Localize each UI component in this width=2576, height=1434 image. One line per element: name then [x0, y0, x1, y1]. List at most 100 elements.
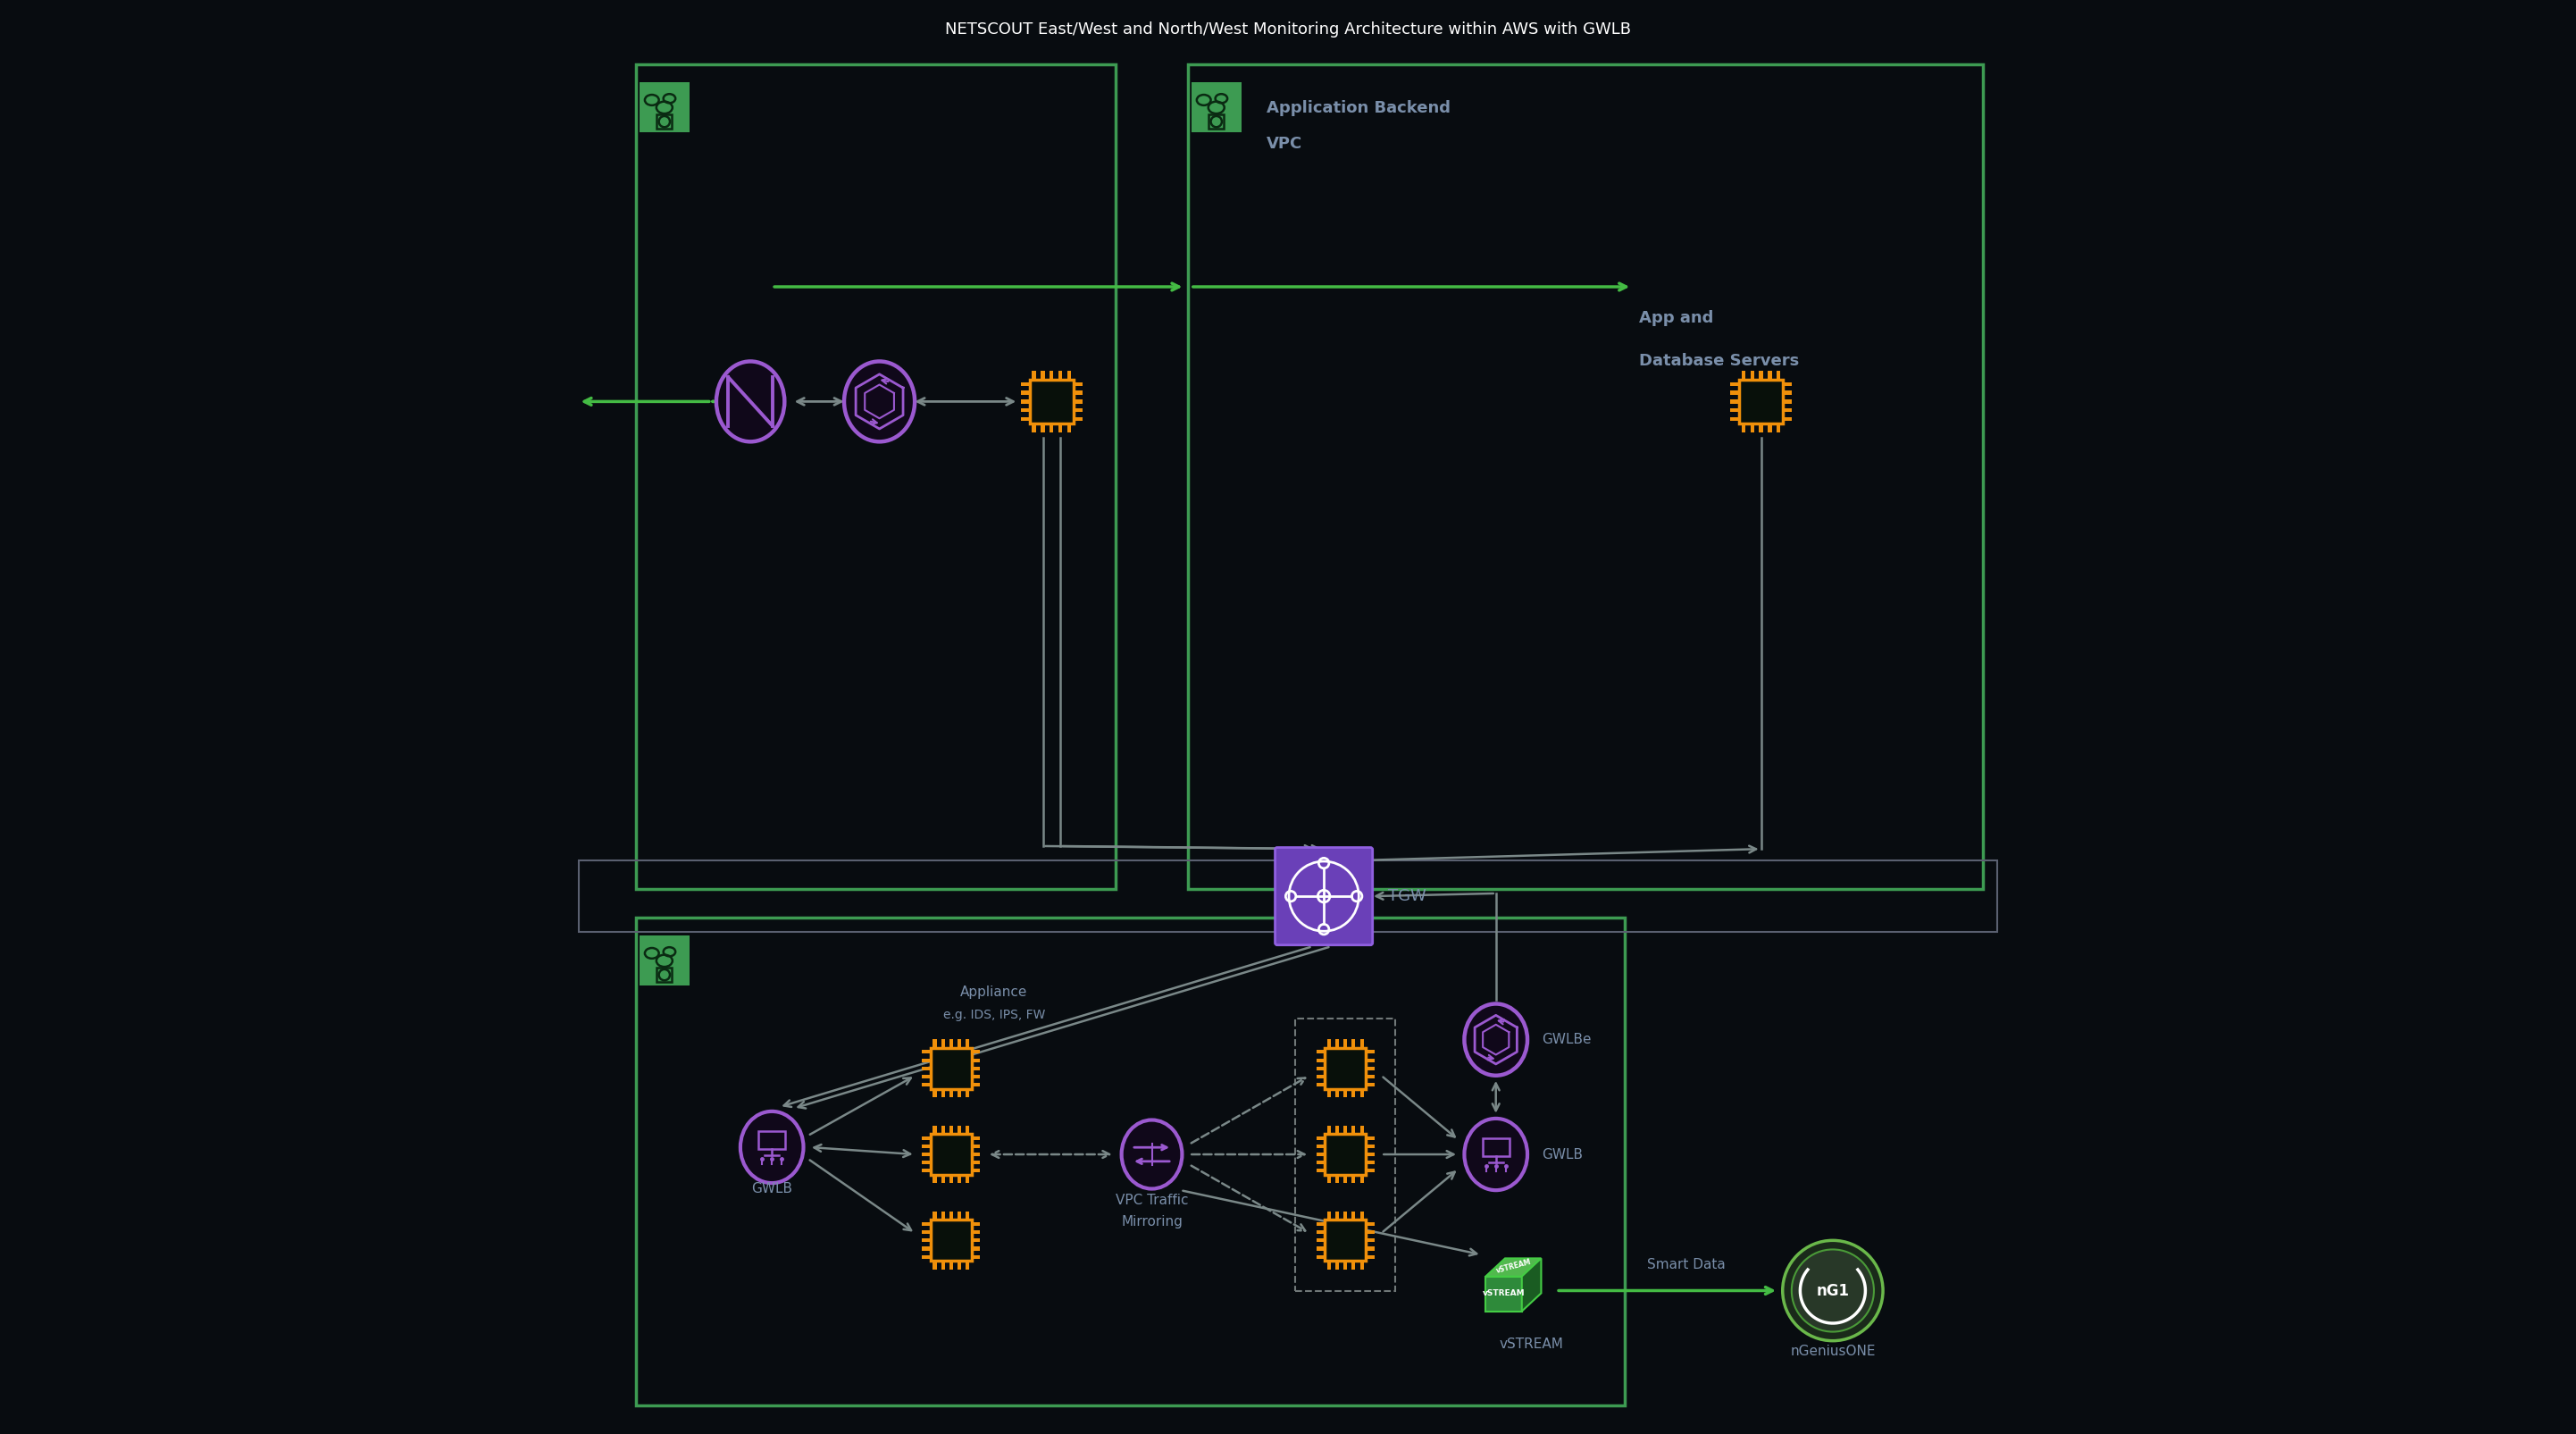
Bar: [1360, 1260, 1363, 1269]
Bar: [1731, 391, 1739, 394]
Bar: [971, 1058, 979, 1063]
Bar: [1316, 1230, 1324, 1235]
Bar: [1783, 400, 1793, 403]
Bar: [971, 1222, 979, 1226]
Bar: [1033, 423, 1036, 433]
Bar: [1059, 423, 1061, 433]
Bar: [958, 1126, 961, 1134]
Bar: [922, 1255, 930, 1259]
Text: Application Backend: Application Backend: [1267, 100, 1450, 116]
Text: NETSCOUT East/West and North/West Monitoring Architecture within AWS with GWLB: NETSCOUT East/West and North/West Monito…: [945, 22, 1631, 37]
Bar: [1731, 400, 1739, 403]
Bar: [1739, 380, 1783, 423]
Bar: [966, 1260, 969, 1269]
Bar: [971, 1239, 979, 1242]
Bar: [1749, 423, 1754, 433]
Bar: [940, 1212, 945, 1220]
Text: Mirroring: Mirroring: [1121, 1216, 1182, 1229]
Bar: [922, 1144, 930, 1149]
Bar: [922, 1136, 930, 1140]
Bar: [1020, 391, 1030, 394]
Bar: [1020, 409, 1030, 412]
Bar: [966, 1212, 969, 1220]
Text: GWLB: GWLB: [752, 1183, 793, 1196]
Bar: [966, 1126, 969, 1134]
Bar: [951, 1088, 953, 1097]
Bar: [1324, 1134, 1365, 1174]
Bar: [1296, 1018, 1396, 1291]
Text: nGeniusONE: nGeniusONE: [1790, 1345, 1875, 1358]
Ellipse shape: [1783, 1240, 1883, 1341]
Bar: [1327, 1040, 1332, 1048]
Bar: [922, 1169, 930, 1173]
Bar: [1316, 1153, 1324, 1156]
Text: App and: App and: [1638, 310, 1713, 326]
Bar: [922, 1067, 930, 1070]
Bar: [922, 1222, 930, 1226]
Bar: [1316, 1144, 1324, 1149]
Bar: [1360, 1088, 1363, 1097]
Bar: [1365, 1058, 1373, 1063]
Bar: [1316, 1246, 1324, 1250]
Bar: [933, 1260, 938, 1269]
Bar: [951, 1126, 953, 1134]
Bar: [971, 1255, 979, 1259]
Bar: [1741, 370, 1747, 380]
Bar: [922, 1083, 930, 1087]
Text: VPC Traffic: VPC Traffic: [1115, 1195, 1188, 1207]
Bar: [922, 1160, 930, 1164]
Bar: [940, 1260, 945, 1269]
Bar: [1208, 115, 1224, 129]
Bar: [1334, 1088, 1340, 1097]
Bar: [639, 83, 690, 133]
Bar: [922, 1246, 930, 1250]
Bar: [1352, 1040, 1355, 1048]
Bar: [1345, 1040, 1347, 1048]
Bar: [922, 1050, 930, 1054]
Bar: [1316, 1067, 1324, 1070]
Bar: [971, 1169, 979, 1173]
Bar: [1327, 1212, 1332, 1220]
Bar: [1365, 1255, 1373, 1259]
Bar: [1041, 423, 1046, 433]
Bar: [958, 1040, 961, 1048]
Bar: [1767, 423, 1772, 433]
Bar: [933, 1126, 938, 1134]
Ellipse shape: [845, 361, 914, 442]
Bar: [639, 936, 690, 987]
Bar: [1316, 1050, 1324, 1054]
Bar: [971, 1050, 979, 1054]
Bar: [1345, 1212, 1347, 1220]
Bar: [1327, 1088, 1332, 1097]
Bar: [1365, 1239, 1373, 1242]
Bar: [1731, 417, 1739, 422]
Bar: [966, 1040, 969, 1048]
Bar: [1783, 409, 1793, 412]
Bar: [1783, 417, 1793, 422]
Text: Database Servers: Database Servers: [1638, 353, 1801, 369]
Bar: [951, 1174, 953, 1183]
Bar: [1334, 1260, 1340, 1269]
Bar: [1074, 381, 1082, 386]
Bar: [1020, 400, 1030, 403]
Bar: [940, 1040, 945, 1048]
Bar: [966, 1174, 969, 1183]
Bar: [1365, 1050, 1373, 1054]
Bar: [1324, 1220, 1365, 1260]
Bar: [1020, 417, 1030, 422]
Bar: [922, 1074, 930, 1078]
Polygon shape: [1486, 1259, 1540, 1276]
Text: Smart Data: Smart Data: [1646, 1259, 1726, 1272]
Bar: [1316, 1160, 1324, 1164]
Bar: [1190, 83, 1242, 133]
Bar: [922, 1153, 930, 1156]
Bar: [1316, 1169, 1324, 1173]
Bar: [971, 1083, 979, 1087]
Bar: [1066, 423, 1072, 433]
Bar: [1749, 370, 1754, 380]
Text: vSTREAM: vSTREAM: [1481, 1289, 1525, 1298]
Bar: [1365, 1083, 1373, 1087]
Ellipse shape: [1463, 1119, 1528, 1190]
Polygon shape: [1522, 1259, 1540, 1311]
Bar: [1365, 1169, 1373, 1173]
